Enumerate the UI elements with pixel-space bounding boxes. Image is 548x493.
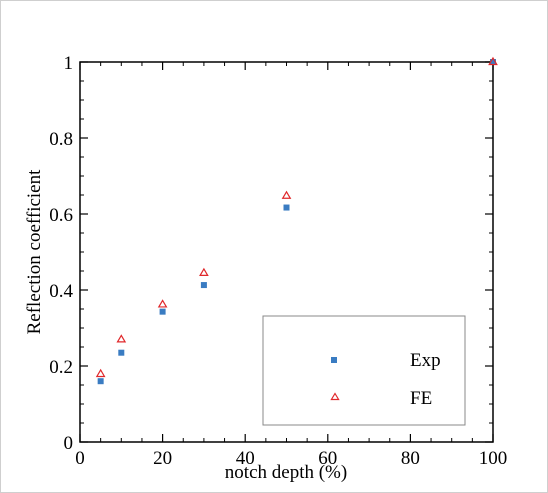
y-axis-label: Reflection coefficient [24,169,45,334]
y-tick-label: 0.8 [49,129,73,150]
fe-point [157,299,168,308]
y-tick-label: 0.4 [49,281,73,302]
exp-point [283,204,290,211]
exp-point [200,282,207,289]
y-tick-label: 0.6 [49,205,73,226]
y-tick-label: 0 [64,433,74,454]
exp-point [159,308,166,315]
legend-label-fe: FE [410,388,432,409]
x-axis-label: notch depth (%) [225,462,347,483]
x-tick-label: 80 [401,448,420,469]
fe-point [281,190,292,199]
y-tick-label: 1 [64,53,74,74]
legend-label-exp: Exp [410,350,441,371]
data-points [95,56,498,385]
fe-point [116,334,127,343]
exp-point [118,349,125,356]
fe-point [488,56,498,66]
exp-point [490,59,496,65]
fe-point [199,267,209,276]
legend: Exp FE [262,315,466,426]
tick-labels: 0 20 40 60 80 100 0 0.2 0.4 0.6 0.8 1 [49,53,507,469]
y-tick-label: 0.2 [49,357,73,378]
legend-marker-exp [331,357,337,363]
x-tick-label: 60 [318,448,337,469]
legend-box [262,315,466,426]
x-tick-label: 100 [479,448,508,469]
x-tick-label: 0 [75,448,85,469]
x-tick-label: 20 [153,448,172,469]
x-tick-label: 40 [236,448,255,469]
exp-point [97,378,104,385]
legend-marker-fe [330,392,340,401]
fe-point [95,368,106,378]
